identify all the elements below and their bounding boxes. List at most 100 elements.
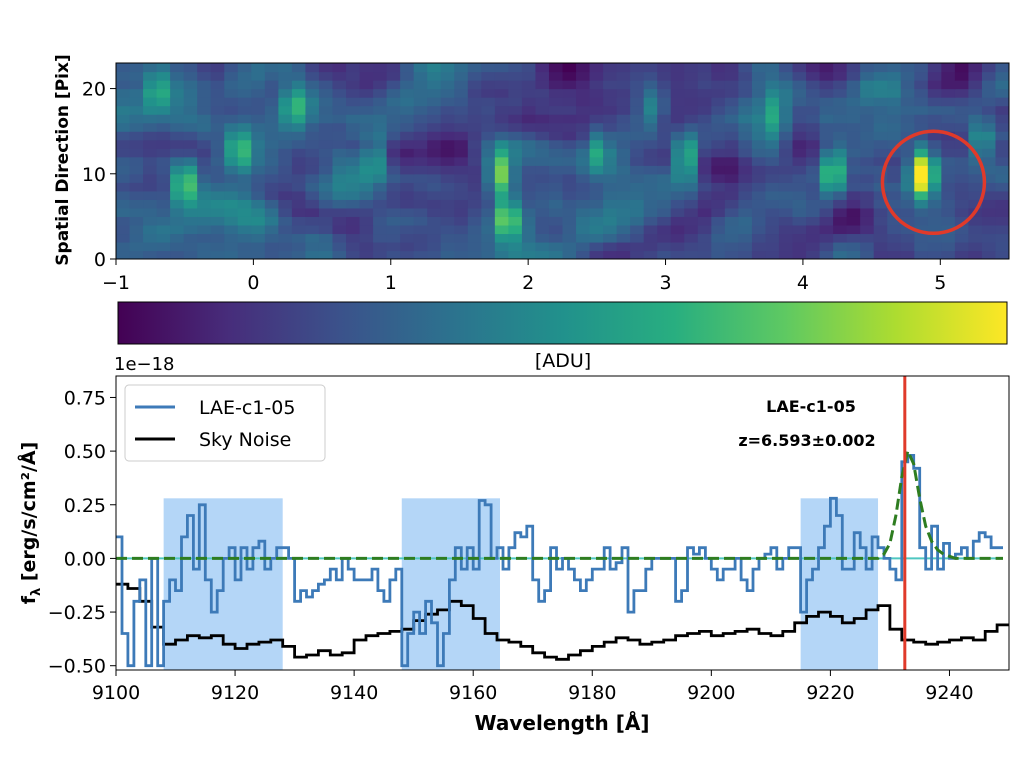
heatmap-pixel bbox=[291, 224, 307, 235]
heatmap-pixel bbox=[318, 105, 334, 115]
heatmap-pixel bbox=[670, 105, 685, 115]
heatmap-pixel bbox=[481, 173, 496, 183]
heatmap-pixel bbox=[806, 156, 821, 166]
heatmap-pixel bbox=[806, 199, 821, 209]
heatmap-pixel bbox=[481, 148, 496, 158]
heatmap-pixel bbox=[359, 148, 374, 158]
heatmap-pixel bbox=[535, 148, 550, 158]
heatmap-pixel bbox=[968, 80, 983, 90]
heatmap-pixel bbox=[129, 190, 144, 200]
heatmap-pixel bbox=[792, 80, 807, 90]
heatmap-pixel bbox=[237, 88, 252, 98]
heatmap-pixel bbox=[129, 156, 144, 166]
heatmap-pixel bbox=[400, 105, 415, 115]
heatmap-pixel bbox=[833, 224, 848, 235]
heatmap-pixel bbox=[332, 216, 347, 226]
heatmap-pixel bbox=[589, 207, 604, 217]
heatmap-pixel bbox=[927, 216, 942, 226]
heatmap-pixel bbox=[738, 148, 753, 158]
heatmap-pixel bbox=[116, 71, 131, 81]
heatmap-pixel bbox=[156, 165, 171, 175]
heatmap-pixel bbox=[630, 199, 645, 209]
heatmap-pixel bbox=[576, 114, 591, 124]
heatmap-pixel bbox=[183, 216, 198, 226]
heatmap-pixel bbox=[467, 182, 482, 192]
heatmap-pixel bbox=[981, 97, 997, 107]
heatmap-pixel bbox=[305, 88, 320, 98]
heatmap-pixel bbox=[440, 182, 455, 192]
heatmap-pixel bbox=[129, 173, 144, 183]
heatmap-pixel bbox=[264, 224, 279, 235]
heatmap-pixel bbox=[806, 182, 821, 192]
heatmap-pixel bbox=[116, 148, 131, 158]
heatmap-pixel bbox=[968, 131, 983, 141]
heatmap-pixel bbox=[427, 122, 442, 132]
heatmap-pixel bbox=[724, 80, 739, 90]
heatmap-pixel bbox=[981, 148, 997, 158]
heatmap-pixel bbox=[264, 165, 279, 175]
heatmap-pixel bbox=[954, 139, 970, 149]
heatmap-pixel bbox=[724, 156, 739, 166]
heatmap-pixel bbox=[711, 71, 726, 81]
heatmap-pixel bbox=[711, 97, 726, 107]
heatmap-pixel bbox=[576, 88, 591, 98]
heatmap-pixel bbox=[143, 63, 158, 73]
heatmap-pixel bbox=[562, 97, 577, 107]
heatmap-pixel bbox=[900, 114, 915, 124]
heatmap-pixel bbox=[346, 71, 361, 81]
heatmap-pixel bbox=[264, 131, 279, 141]
heatmap-pixel bbox=[305, 182, 320, 192]
heatmap-pixel bbox=[738, 182, 753, 192]
heatmap-x-tick-label: 4 bbox=[797, 272, 809, 294]
heatmap-pixel bbox=[576, 165, 591, 175]
heatmap-pixel bbox=[616, 88, 631, 98]
heatmap-pixel bbox=[129, 241, 144, 252]
heatmap-pixel bbox=[792, 224, 807, 235]
heatmap-pixel bbox=[183, 97, 198, 107]
heatmap-pixel bbox=[765, 224, 780, 235]
heatmap-pixel bbox=[819, 80, 834, 90]
heatmap-pixel bbox=[819, 241, 834, 252]
heatmap-pixel bbox=[670, 131, 685, 141]
heatmap-pixel bbox=[589, 216, 604, 226]
heatmap-pixel bbox=[170, 250, 185, 259]
heatmap-pixel bbox=[346, 182, 361, 192]
heatmap-pixel bbox=[400, 80, 415, 90]
heatmap-pixel bbox=[846, 114, 861, 124]
heatmap-pixel bbox=[914, 88, 929, 98]
heatmap-pixel bbox=[657, 80, 672, 90]
heatmap-pixel bbox=[143, 114, 158, 124]
heatmap-pixel bbox=[711, 148, 726, 158]
heatmap-pixel bbox=[684, 71, 699, 81]
heatmap-pixel bbox=[765, 250, 780, 259]
heatmap-pixel bbox=[305, 216, 320, 226]
heatmap-pixel bbox=[251, 199, 266, 209]
heatmap-pixel bbox=[873, 80, 888, 90]
heatmap-pixel bbox=[941, 139, 956, 149]
heatmap-pixel bbox=[968, 88, 983, 98]
heatmap-pixel bbox=[603, 241, 618, 252]
heatmap-pixel bbox=[941, 250, 956, 259]
heatmap-pixel bbox=[684, 224, 699, 235]
heatmap-pixel bbox=[318, 216, 334, 226]
heatmap-pixel bbox=[346, 250, 361, 259]
heatmap-pixel bbox=[224, 63, 239, 73]
heatmap-pixel bbox=[981, 80, 997, 90]
heatmap-pixel bbox=[954, 173, 970, 183]
heatmap-pixel bbox=[873, 224, 888, 235]
heatmap-pixel bbox=[386, 216, 401, 226]
heatmap-pixel bbox=[900, 224, 915, 235]
heatmap-pixel bbox=[887, 97, 902, 107]
heatmap-pixel bbox=[900, 165, 915, 175]
heatmap-pixel bbox=[156, 250, 171, 259]
heatmap-pixel bbox=[914, 63, 929, 73]
heatmap-pixel bbox=[670, 182, 685, 192]
heatmap-pixel bbox=[521, 114, 537, 124]
heatmap-pixel bbox=[210, 224, 225, 235]
heatmap-pixel bbox=[129, 105, 144, 115]
heatmap-pixel bbox=[278, 250, 293, 259]
heatmap-pixel bbox=[697, 250, 712, 259]
heatmap-pixel bbox=[264, 250, 279, 259]
heatmap-pixel bbox=[535, 165, 550, 175]
heatmap-pixel bbox=[440, 190, 455, 200]
